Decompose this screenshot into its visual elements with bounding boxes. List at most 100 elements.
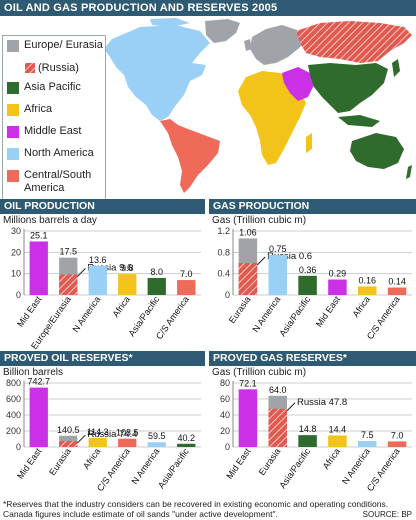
value-label: 59.5 [148,431,166,441]
value-label: 1.06 [239,227,257,237]
category-label: N America [70,294,102,334]
value-label: 9.8 [121,263,134,273]
value-label: 0.16 [358,275,376,285]
category-label: N America [129,446,161,486]
japan-shape [392,59,400,77]
legend-item-europe: Europe/ Eurasia [3,36,105,74]
page-title: OIL AND GAS PRODUCTION AND RESERVES 2005 [0,0,416,16]
y-tick-label: 0 [225,442,230,452]
russia-leader-line [256,256,266,266]
greenland-shape [205,19,240,43]
bar [177,280,196,295]
bar [147,277,166,295]
y-tick-label: 0 [225,290,230,300]
canada-islands-shape [150,18,190,27]
category-label: Africa [110,294,131,319]
y-tick-label: 800 [6,378,21,388]
map-legend: Europe/ Eurasia (Russia) Asia Pacific Af… [2,35,106,205]
y-tick-label: 0.8 [217,247,230,257]
gas-production-chart: 0 0.4 0.8 1.2 1.06 Eurasia Russia 0.60.75 N Ame… [217,226,412,341]
value-label: 64.0 [269,385,287,395]
y-tick-label: 10 [11,269,21,279]
bar [118,438,137,447]
value-label: 14.8 [299,424,317,434]
russia-label: Russia 47.8 [297,397,347,408]
legend-label: Asia Pacific [24,81,81,93]
panel-title: PROVED GAS RESERVES* [209,351,416,366]
australia-shape [350,133,404,169]
value-label: 7.0 [180,269,193,279]
category-label: N America [340,446,372,486]
y-tick-label: 400 [6,410,21,420]
footnote: *Reserves that the industry considers ca… [3,499,389,519]
value-label: 7.0 [391,430,404,440]
russia-hatch-swatch [25,63,35,73]
north-america-shape [104,25,210,121]
russia-label: Russia 0.6 [267,251,312,262]
y-tick-label: 60 [220,394,230,404]
y-tick-label: 200 [6,426,21,436]
legend-label: Middle East [24,125,82,137]
russia-bar [238,263,258,295]
indonesia-shape [338,115,380,127]
y-tick-label: 80 [220,378,230,388]
middle-east-swatch [7,126,19,138]
category-label: Eurasia [227,294,253,325]
y-tick-label: 600 [6,394,21,404]
panel-subtitle: Gas (Trillion cubic m) [212,367,307,378]
bar [328,279,347,295]
value-label: 25.1 [30,230,48,240]
category-label: Eurasia [257,446,283,477]
legend-label: Central/South America [24,169,92,194]
bar [88,437,107,447]
panel-title: GAS PRODUCTION [209,199,416,214]
uk-shape [244,39,252,51]
bar [358,441,377,447]
value-label: 7.5 [361,430,374,440]
bar [268,255,287,295]
oil-reserves-panel: PROVED OIL RESERVES* Billion barrels 0 20… [0,351,205,497]
category-label: Africa [350,294,371,319]
russia-leader-line [77,434,86,444]
legend-item-russia: (Russia) [3,60,105,76]
y-tick-label: 20 [11,247,21,257]
value-label: 103.5 [116,428,139,438]
value-label: 17.5 [59,247,77,257]
value-label: 72.1 [239,378,257,388]
legend-item-north-america: North America [3,144,105,166]
bar [387,441,407,447]
y-tick-label: 40 [220,410,230,420]
bar [147,442,166,447]
value-label: 0.29 [329,269,347,279]
legend-item-central-south-america: Central/South America [3,166,105,204]
gas-reserves-panel: PROVED GAS RESERVES* Gas (Trillion cubic… [209,351,416,497]
legend-label: North America [24,147,94,159]
legend-label: Europe/ Eurasia [24,39,103,51]
y-tick-label: 30 [11,226,21,236]
middle-east-shape [282,67,314,101]
russia-bar [268,408,287,447]
madagascar-shape [306,133,312,153]
legend-label: Africa [24,103,53,115]
bar [118,274,137,295]
central-south-america-swatch [7,170,19,182]
bar [328,435,347,447]
bar [238,389,258,447]
russia-label: Russia 74.4 [87,429,137,440]
value-label: 0.36 [299,265,317,275]
value-label: 8.0 [150,267,163,277]
y-tick-label: 1.2 [217,226,230,236]
value-label: 0.14 [388,277,406,287]
russia-label: Russia 9.6 [87,263,132,274]
legend-label: (Russia) [38,61,79,74]
north-america-swatch [7,148,19,160]
y-tick-label: 20 [220,426,230,436]
y-tick-label: 0 [16,442,21,452]
value-label: 0.75 [269,244,287,254]
value-label: 14.4 [329,424,347,434]
bar [387,287,407,295]
europe-swatch [7,40,19,52]
